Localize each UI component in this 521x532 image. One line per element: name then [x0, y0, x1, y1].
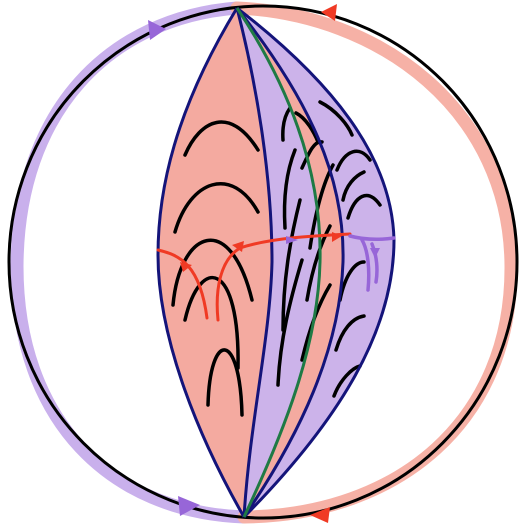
- leaf-line-2: [282, 148, 297, 230]
- leaf-line-5: [294, 111, 320, 144]
- leaf-line-1: [281, 106, 292, 142]
- purple-flow-down-1: [360, 238, 371, 292]
- leaf-line-12: [346, 193, 382, 220]
- arrowheads: [148, 4, 380, 523]
- lens-outline-mid2: [235, 7, 345, 518]
- lavender-lens-region-outer: [237, 8, 394, 517]
- leaf-line-3: [281, 198, 302, 332]
- lens-outline-mid: [235, 7, 274, 518]
- red-arrow-right-icon: [332, 232, 342, 242]
- boundary-circle: [7, 4, 519, 520]
- foliation-leaves: [171, 100, 382, 417]
- leaf-arc-3: [171, 238, 254, 307]
- lens-outline-right: [236, 6, 396, 519]
- leaf-line-10: [318, 100, 354, 137]
- lavender-boundary-band: [10, 1, 251, 524]
- salmon-boundary-band: [230, 1, 518, 524]
- leaf-arc-5: [206, 348, 244, 417]
- top-left-arrow-icon: [148, 20, 166, 40]
- green-geodesic: [235, 7, 322, 518]
- bottom-right-arrow-icon: [310, 507, 330, 523]
- top-right-arrow-icon: [321, 4, 337, 21]
- leaf-line-4: [276, 258, 304, 387]
- leaf-line-16: [341, 170, 366, 202]
- lens-outlines: [156, 6, 396, 519]
- purple-flow-down-2: [370, 242, 379, 284]
- purple-arrow-mid-icon: [286, 236, 298, 244]
- leaf-line-15: [332, 364, 362, 398]
- purple-flow-lines: [348, 234, 396, 292]
- leaf-line-8: [305, 224, 332, 302]
- leaf-line-14: [334, 314, 366, 352]
- leaf-line-11: [335, 149, 372, 172]
- purple-flow-horizontal: [348, 234, 396, 242]
- leaf-arc-2: [173, 182, 260, 234]
- bottom-left-arrow-icon: [178, 496, 200, 516]
- leaf-arc-1: [183, 120, 260, 157]
- salmon-lens-region: [158, 8, 272, 517]
- lens-outline-left: [156, 7, 246, 518]
- red-arrow-mid-icon: [232, 241, 244, 252]
- purple-arrow-right-icon: [370, 248, 380, 258]
- leaf-arc-4: [183, 275, 240, 370]
- red-arrow-left-icon: [180, 262, 192, 272]
